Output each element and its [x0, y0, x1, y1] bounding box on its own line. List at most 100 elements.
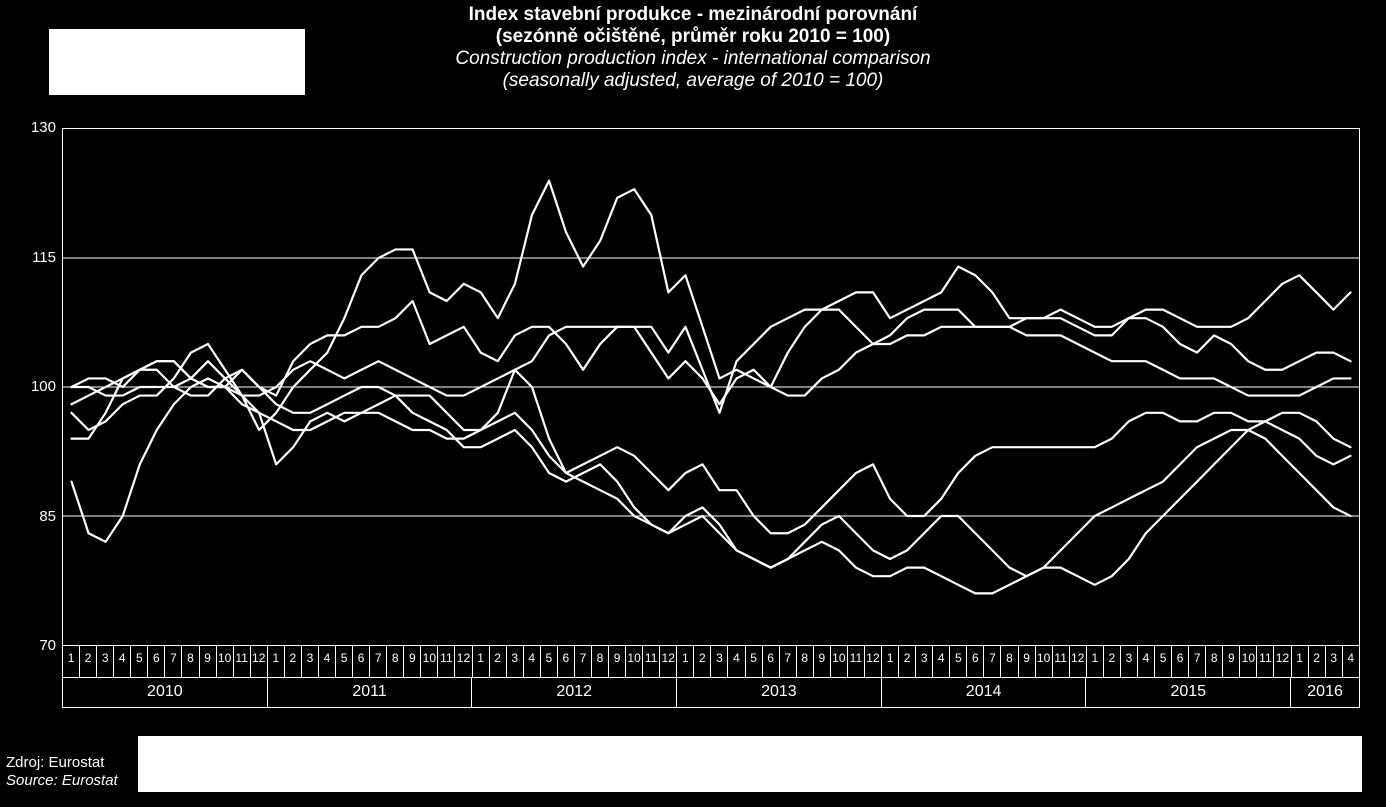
x-month-cell: 7: [575, 646, 592, 678]
x-month-cell: 1: [1087, 646, 1104, 678]
x-month-cell: 2: [1309, 646, 1326, 678]
x-month-cell: 1: [882, 646, 899, 678]
x-month-cell: 11: [643, 646, 660, 678]
x-month-cell: 2: [899, 646, 916, 678]
x-month-cell: 8: [1206, 646, 1223, 678]
x-month-cell: 6: [353, 646, 370, 678]
series-line: [71, 327, 1350, 439]
x-month-cell: 7: [780, 646, 797, 678]
x-month-cell: 7: [1189, 646, 1206, 678]
x-month-cell: 2: [285, 646, 302, 678]
x-month-cell: 1: [62, 646, 80, 678]
x-month-cell: 4: [1138, 646, 1155, 678]
x-month-cell: 4: [114, 646, 131, 678]
x-month-cell: 1: [268, 646, 285, 678]
x-year-cell: 2013: [677, 678, 882, 708]
x-month-cell: 3: [302, 646, 319, 678]
x-month-cell: 9: [200, 646, 217, 678]
x-year-cell: 2012: [472, 678, 677, 708]
x-month-cell: 6: [558, 646, 575, 678]
x-month-cell: 5: [746, 646, 763, 678]
x-month-cell: 9: [814, 646, 831, 678]
y-tick-label: 85: [16, 508, 56, 525]
x-year-cell: 2016: [1291, 678, 1360, 708]
x-month-cell: 12: [660, 646, 677, 678]
y-tick-label: 70: [16, 637, 56, 654]
x-month-cell: 4: [319, 646, 336, 678]
x-month-cell: 10: [421, 646, 438, 678]
x-month-cell: 6: [148, 646, 165, 678]
x-month-cell: 7: [165, 646, 182, 678]
x-month-cell: 10: [1036, 646, 1053, 678]
x-month-cell: 12: [1070, 646, 1087, 678]
x-month-cell: 10: [217, 646, 234, 678]
x-month-cell: 11: [234, 646, 251, 678]
x-year-cell: 2011: [268, 678, 473, 708]
chart-plot-area: [62, 128, 1360, 646]
source-en: Source: Eurostat: [6, 772, 118, 790]
x-month-cell: 5: [131, 646, 148, 678]
x-month-cell: 3: [916, 646, 933, 678]
x-month-cell: 12: [1274, 646, 1291, 678]
x-month-cell: 10: [1240, 646, 1257, 678]
series-line: [71, 370, 1350, 594]
x-month-cell: 6: [763, 646, 780, 678]
x-axis-month-row: 1234567891011121234567891011121234567891…: [62, 646, 1360, 678]
x-month-cell: 3: [1121, 646, 1138, 678]
x-month-cell: 1: [1292, 646, 1309, 678]
x-year-cell: 2014: [882, 678, 1087, 708]
x-month-cell: 5: [541, 646, 558, 678]
x-month-cell: 9: [404, 646, 421, 678]
x-month-cell: 10: [626, 646, 643, 678]
x-month-cell: 6: [1172, 646, 1189, 678]
x-month-cell: 8: [387, 646, 404, 678]
legend-placeholder-box: [48, 28, 306, 96]
x-month-cell: 4: [933, 646, 950, 678]
x-month-cell: 2: [694, 646, 711, 678]
x-month-cell: 2: [1104, 646, 1121, 678]
x-month-cell: 7: [984, 646, 1001, 678]
series-line: [71, 301, 1350, 413]
x-month-cell: 5: [950, 646, 967, 678]
x-month-cell: 9: [1223, 646, 1240, 678]
x-month-cell: 9: [609, 646, 626, 678]
x-month-cell: 8: [182, 646, 199, 678]
x-month-cell: 1: [473, 646, 490, 678]
x-month-cell: 8: [592, 646, 609, 678]
x-month-cell: 3: [97, 646, 114, 678]
source-cz: Zdroj: Eurostat: [6, 754, 118, 772]
x-month-cell: 7: [370, 646, 387, 678]
y-tick-label: 130: [16, 119, 56, 136]
x-month-cell: 11: [1053, 646, 1070, 678]
x-month-cell: 9: [1019, 646, 1036, 678]
y-tick-label: 115: [16, 249, 56, 266]
x-month-cell: 5: [1155, 646, 1172, 678]
x-month-cell: 4: [728, 646, 745, 678]
x-month-cell: 3: [507, 646, 524, 678]
x-month-cell: 11: [848, 646, 865, 678]
series-line: [71, 344, 1350, 533]
x-month-cell: 1: [677, 646, 694, 678]
x-month-cell: 12: [251, 646, 268, 678]
x-month-cell: 10: [831, 646, 848, 678]
x-month-cell: 8: [797, 646, 814, 678]
x-month-cell: 2: [80, 646, 97, 678]
footer-placeholder-box: [138, 736, 1362, 792]
x-month-cell: 6: [967, 646, 984, 678]
x-month-cell: 8: [1001, 646, 1018, 678]
x-month-cell: 11: [1257, 646, 1274, 678]
x-month-cell: 12: [455, 646, 472, 678]
x-year-cell: 2015: [1086, 678, 1291, 708]
chart-lines-svg: [63, 129, 1359, 645]
x-month-cell: 4: [1343, 646, 1360, 678]
x-month-cell: 3: [1326, 646, 1343, 678]
x-month-cell: 5: [336, 646, 353, 678]
x-month-cell: 4: [524, 646, 541, 678]
x-axis-year-row: 2010201120122013201420152016: [62, 678, 1360, 708]
y-tick-label: 100: [16, 378, 56, 395]
x-month-cell: 11: [438, 646, 455, 678]
source-block: Zdroj: Eurostat Source: Eurostat: [6, 754, 118, 790]
x-month-cell: 3: [711, 646, 728, 678]
x-month-cell: 2: [490, 646, 507, 678]
title-cz-1: Index stavební produkce - mezinárodní po…: [0, 4, 1386, 26]
